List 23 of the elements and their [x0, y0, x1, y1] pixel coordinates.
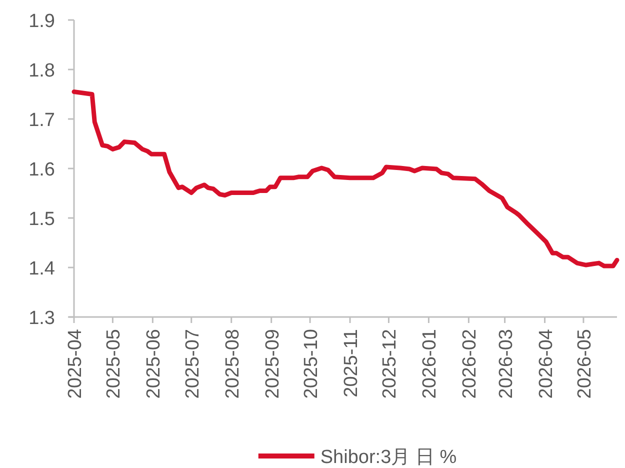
y-tick-label: 1.5: [28, 209, 55, 230]
legend-label: Shibor:3月 日 %: [320, 447, 457, 468]
y-tick-label: 1.7: [28, 110, 55, 131]
x-tick-label: 2025-06: [144, 329, 165, 399]
y-tick-label: 1.3: [28, 308, 55, 329]
x-tick-label: 2025-12: [380, 329, 401, 399]
x-tick-label: 2026-02: [460, 329, 481, 399]
x-tick-label: 2025-11: [341, 329, 362, 398]
y-tick-label: 1.9: [28, 11, 55, 32]
x-tick-label: 2025-07: [182, 329, 204, 399]
x-tick-label: 2026-04: [536, 328, 557, 399]
x-tick-label: 2025-10: [301, 329, 322, 399]
x-tick-label: 2025-09: [262, 329, 284, 399]
y-tick-label: 1.8: [28, 60, 55, 82]
y-tick-label: 1.6: [28, 160, 55, 180]
y-tick-label: 1.4: [28, 258, 56, 280]
x-tick-label: 2025-05: [104, 329, 125, 399]
x-tick-label: 2026-01: [420, 329, 441, 399]
legend: Shibor:3月 日 %: [258, 447, 457, 468]
x-tick-label: 2026-03: [496, 329, 517, 399]
x-tick-label: 2026-05: [574, 329, 596, 399]
x-tick-label: 2025-08: [222, 329, 244, 399]
x-tick-label: 2025-04: [65, 328, 86, 399]
